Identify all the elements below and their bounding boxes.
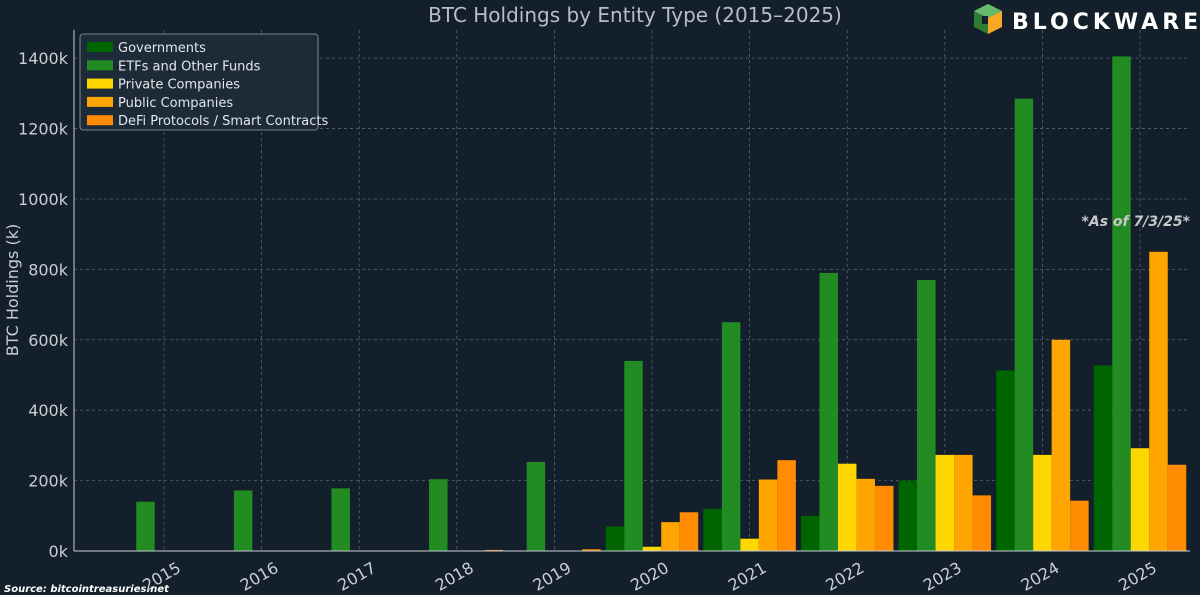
x-tick-label: 2016 <box>237 558 282 595</box>
source-note: Source: bitcointreasuries.net <box>4 584 170 595</box>
bar <box>856 478 875 551</box>
y-tick-label: 1200k <box>18 120 69 139</box>
bar <box>721 322 741 551</box>
bar <box>429 479 448 551</box>
x-tick-label: 2023 <box>920 558 965 595</box>
bar <box>1070 500 1089 551</box>
x-tick-label: 2019 <box>530 558 575 595</box>
y-tick-label: 1000k <box>18 190 69 209</box>
legend-swatch <box>87 115 113 126</box>
bar <box>233 490 253 551</box>
bar <box>777 460 796 551</box>
legend-swatch <box>87 42 113 52</box>
legend-entry: Public Companies <box>118 96 233 111</box>
bar <box>484 549 504 551</box>
bar <box>758 479 778 551</box>
bar <box>1014 98 1034 552</box>
bar <box>1149 251 1168 551</box>
bar <box>679 512 699 551</box>
bars <box>136 56 1187 552</box>
legend-entry: DeFi Protocols / Smart Contracts <box>118 114 328 129</box>
bar <box>819 272 838 551</box>
bar <box>1130 448 1150 551</box>
bar <box>837 463 857 551</box>
brand-name: BLOCKWARE <box>1012 10 1200 35</box>
x-tick-label: 2025 <box>1115 558 1160 595</box>
blockware-logo-icon <box>974 4 1002 34</box>
as-of-annotation: *As of 7/3/25* <box>1082 214 1191 230</box>
bar <box>582 549 601 551</box>
bar <box>624 360 643 551</box>
grid <box>74 30 1190 552</box>
legend-swatch <box>87 78 113 89</box>
blockware-logo: BLOCKWARE <box>974 4 1200 35</box>
x-tick-label: 2021 <box>725 558 770 595</box>
bar <box>1167 464 1187 551</box>
bar <box>898 480 918 551</box>
legend-box <box>79 33 319 131</box>
bar <box>874 485 894 551</box>
x-tick-label: 2020 <box>627 558 672 595</box>
bar <box>1033 454 1052 551</box>
bar <box>740 538 759 551</box>
chart-title: BTC Holdings by Entity Type (2015–2025) <box>428 3 842 27</box>
bar <box>605 526 625 551</box>
legend-entry: ETFs and Other Funds <box>118 59 261 74</box>
x-tick-label: 2022 <box>822 558 867 595</box>
y-tick-label: 200k <box>28 472 69 491</box>
x-tick-label: 2018 <box>432 558 477 595</box>
bar <box>136 501 155 551</box>
bar <box>1093 365 1113 551</box>
bar <box>800 515 820 551</box>
bar <box>661 522 680 551</box>
bar <box>935 454 955 551</box>
x-tick-label: 2017 <box>334 558 379 595</box>
y-axis-label: BTC Holdings (k) <box>3 224 22 356</box>
bar <box>1051 339 1071 551</box>
y-tick-label: 1400k <box>18 49 69 68</box>
y-tick-label: 0k <box>49 542 69 561</box>
bar <box>954 454 973 551</box>
legend-entry: Private Companies <box>118 78 240 93</box>
y-tick-label: 400k <box>28 401 69 420</box>
bar <box>996 370 1015 551</box>
bar <box>1112 56 1131 551</box>
legend-entry: Governments <box>118 41 206 56</box>
y-tick-label: 800k <box>28 260 69 279</box>
bar <box>917 279 936 551</box>
x-tick-label: 2024 <box>1018 558 1063 595</box>
y-tick-label: 600k <box>28 331 69 350</box>
bar <box>972 495 992 551</box>
legend-swatch <box>87 96 113 107</box>
bar <box>331 488 350 551</box>
bar <box>642 546 662 551</box>
bar <box>703 508 722 551</box>
legend-swatch <box>87 60 113 71</box>
legend: Governments ETFs and Other Funds Private C… <box>79 33 328 131</box>
bar <box>526 461 546 551</box>
